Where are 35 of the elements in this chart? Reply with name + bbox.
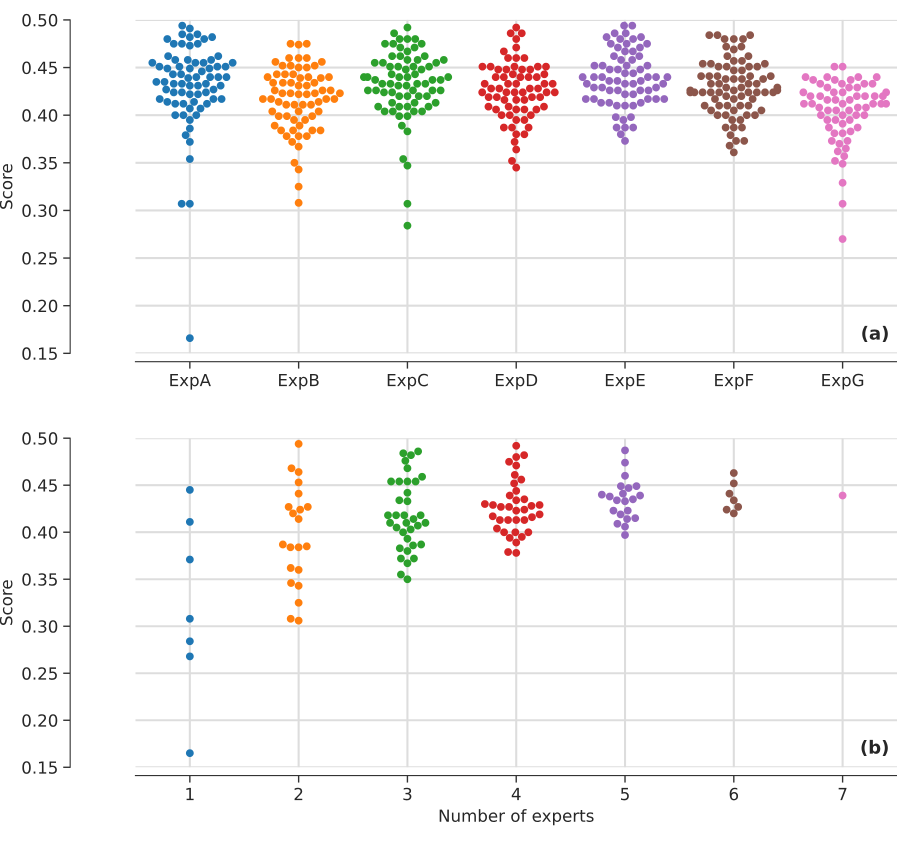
x-tick-label: 7 <box>838 788 846 800</box>
x-tick-label: 1 <box>186 788 194 800</box>
y-tick-label: 0.35 <box>22 573 57 586</box>
x-tick-label: ExpC <box>388 374 428 390</box>
y-tick-label: 0.50 <box>22 14 58 26</box>
x-tick-label: 4 <box>512 788 521 800</box>
x-tick-label: ExpG <box>822 374 864 390</box>
y-tick-label: 0.50 <box>22 432 58 445</box>
y-tick-label: 0.25 <box>22 252 57 265</box>
x-tick-label: ExpD <box>496 374 538 390</box>
x-tick-label: 5 <box>621 788 629 800</box>
x-axis-title: Number of experts <box>440 809 594 826</box>
x-tick-label: ExpB <box>279 374 319 390</box>
y-axis-title: Score <box>0 580 12 625</box>
y-tick-label: 0.40 <box>22 109 58 122</box>
annotation: (a) <box>862 326 888 342</box>
y-tick-label: 0.45 <box>22 62 57 74</box>
y-axis-title: Score <box>0 164 12 209</box>
y-tick-label: 0.30 <box>22 204 58 218</box>
y-tick-label: 0.25 <box>22 667 57 680</box>
x-tick-label: 3 <box>403 788 412 800</box>
x-tick-label: 6 <box>730 788 738 800</box>
y-tick-label: 0.20 <box>22 300 58 312</box>
y-tick-label: 0.15 <box>22 761 57 774</box>
x-tick-label: ExpE <box>606 374 645 390</box>
y-tick-label: 0.30 <box>22 620 58 633</box>
x-tick-label: ExpF <box>715 374 754 390</box>
y-tick-label: 0.15 <box>22 347 57 360</box>
x-tick-label: ExpA <box>170 374 211 390</box>
y-tick-label: 0.35 <box>22 156 57 170</box>
y-tick-label: 0.45 <box>22 479 57 492</box>
y-tick-label: 0.20 <box>22 714 58 727</box>
annotation: (b) <box>862 740 888 756</box>
x-tick-label: 2 <box>294 788 302 800</box>
y-tick-label: 0.40 <box>22 526 58 539</box>
